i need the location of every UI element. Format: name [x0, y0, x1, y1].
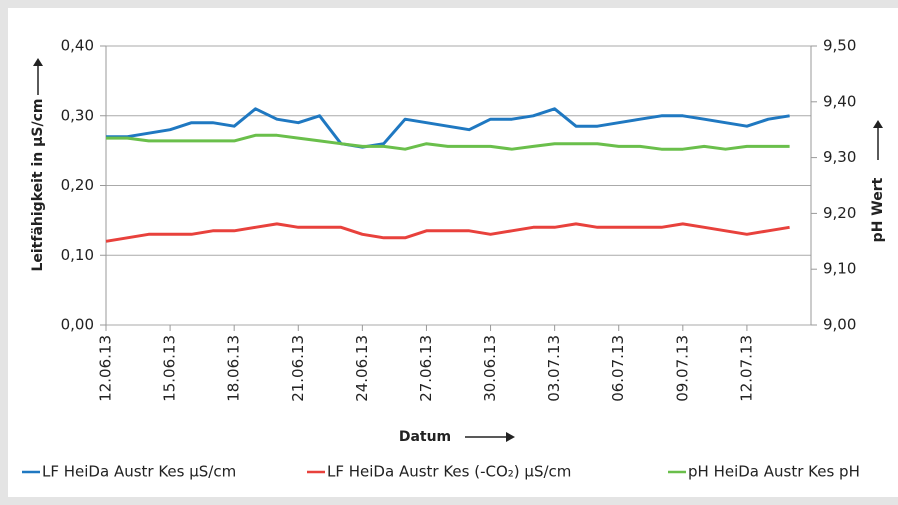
y-axis-label: Leitfähigkeit in µS/cm: [30, 98, 46, 271]
y-tick-label: 0,30: [61, 106, 94, 124]
x-tick-label: 24.06.13: [353, 335, 371, 402]
x-tick-label: 27.06.13: [417, 335, 435, 402]
x-tick-label: 03.07.13: [545, 335, 563, 402]
legend-label: LF HeiDa Austr Kes (-CO₂) µS/cm: [327, 463, 571, 481]
y2-axis-arrow-head: [873, 120, 883, 128]
x-tick-label: 12.07.13: [737, 335, 755, 402]
x-tick-label: 09.07.13: [673, 335, 691, 402]
y2-axis-label: pH Wert: [870, 177, 886, 242]
legend: LF HeiDa Austr Kes µS/cm LF HeiDa Austr K…: [22, 463, 860, 481]
x-tick-label: 15.06.13: [161, 335, 179, 402]
y2-tick-label: 9,30: [823, 148, 856, 166]
x-axis-label: Datum: [399, 429, 451, 445]
series-line: [106, 133, 790, 151]
x-tick-label: 12.06.13: [97, 335, 115, 402]
y-tick-label: 0,20: [61, 176, 94, 194]
y2-tick-label: 9,00: [823, 316, 856, 334]
y2-tick-label: 9,40: [823, 92, 856, 110]
x-tick-label: 30.06.13: [481, 335, 499, 402]
y-tick-label: 0,10: [61, 246, 94, 264]
y-axis-arrow-head: [33, 58, 43, 66]
legend-label: LF HeiDa Austr Kes µS/cm: [42, 463, 236, 481]
y-tick-label: 0,40: [61, 37, 94, 55]
y2-tick-label: 9,20: [823, 204, 856, 222]
x-tick-label: 06.07.13: [609, 335, 627, 402]
series-line: [105, 222, 790, 243]
y-tick-label: 0,00: [61, 316, 94, 334]
x-tick-label: 18.06.13: [225, 335, 243, 402]
y2-tick-label: 9,10: [823, 260, 856, 278]
y2-tick-label: 9,50: [823, 37, 856, 55]
chart-background: [8, 8, 898, 497]
series-line: [106, 107, 790, 149]
x-tick-label: 21.06.13: [289, 335, 307, 402]
legend-label: pH HeiDa Austr Kes pH: [688, 463, 860, 481]
x-axis-arrow-head: [506, 432, 515, 442]
